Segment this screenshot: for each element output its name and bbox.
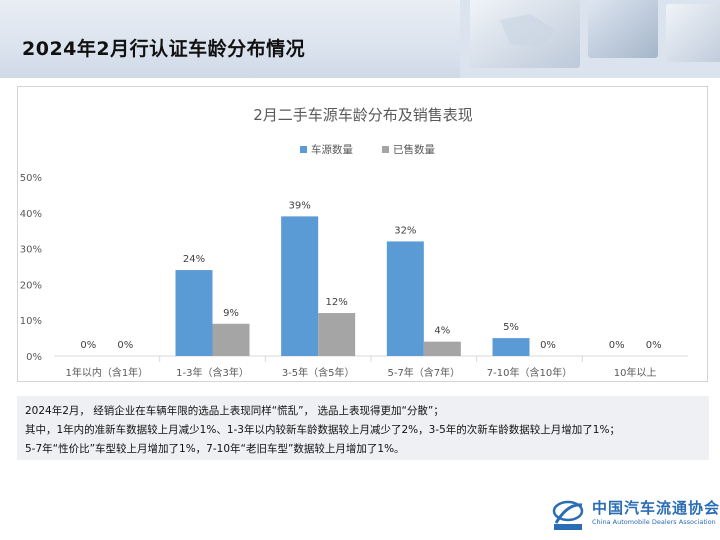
page-title: 2024年2月行认证车龄分布情况 <box>22 38 306 60</box>
legend-label-series-1: 车源数量 <box>311 143 353 156</box>
x-category-label: 5-7年（含7年） <box>387 366 460 379</box>
x-category-label: 7-10年（含10年） <box>487 366 572 379</box>
data-label-series-1: 32% <box>394 225 416 236</box>
bar-series-2 <box>318 313 356 356</box>
data-label-series-1: 24% <box>183 254 205 265</box>
plot-area: 0% 10% 20% 30% 40% 50% 0% 0% 1年以内（含1年） 24% 9% 1-3年（… <box>20 173 688 379</box>
y-tick-label: 50% <box>20 173 42 184</box>
legend: 车源数量 已售数量 <box>300 143 435 156</box>
y-tick-label: 0% <box>26 352 42 363</box>
logo-name-en: China Automobile Dealers Association <box>592 518 716 526</box>
note-line-2: 其中，1年内的准新车数据较上月减少1%、1-3年以内较新车龄数据较上月减少了2%… <box>25 424 620 436</box>
association-logo: 中国汽车流通协会 China Automobile Dealers Associ… <box>548 493 720 533</box>
y-tick-label: 20% <box>20 280 42 291</box>
note-line-1: 2024年2月， 经销企业在车辆年限的选品上表现同样“慌乱”， 选品上表现得更加… <box>25 405 444 417</box>
bar-series-1 <box>492 338 530 356</box>
data-label-series-1: 0% <box>609 340 625 351</box>
header-banner <box>0 0 720 78</box>
legend-swatch-series-2 <box>382 146 389 153</box>
y-tick-label: 40% <box>20 209 42 220</box>
data-label-series-2: 12% <box>326 297 348 308</box>
chart-container: 2月二手车源车龄分布及销售表现 车源数量 已售数量 0% 10% 20% 30% 40%… <box>17 86 708 382</box>
x-category-label: 3-5年（含5年） <box>282 366 355 379</box>
data-label-series-1: 5% <box>503 322 519 333</box>
chart-title: 2月二手车源车龄分布及销售表现 <box>253 106 473 124</box>
data-label-series-2: 4% <box>434 326 450 337</box>
data-label-series-2: 0% <box>117 340 133 351</box>
y-tick-label: 30% <box>20 245 42 256</box>
header-cubes-decoration <box>460 0 720 78</box>
bar-series-1 <box>386 241 424 356</box>
association-emblem-icon <box>552 500 584 530</box>
bar-series-1 <box>175 270 213 356</box>
bar-series-1 <box>281 216 319 356</box>
data-label-series-1: 39% <box>289 200 311 211</box>
bar-series-2 <box>212 323 250 356</box>
data-label-series-2: 0% <box>646 340 662 351</box>
data-label-series-2: 0% <box>540 340 556 351</box>
legend-label-series-2: 已售数量 <box>393 143 435 156</box>
bar-chart: 2月二手车源车龄分布及销售表现 车源数量 已售数量 0% 10% 20% 30% 40%… <box>20 106 688 379</box>
x-category-label: 1-3年（含3年） <box>176 366 249 379</box>
legend-swatch-series-1 <box>300 146 307 153</box>
note-line-3: 5-7年“性价比”车型较上月增加了1%，7-10年“老旧车型”数据较上月增加了1… <box>25 443 405 455</box>
x-category-label: 1年以内（含1年） <box>65 366 148 379</box>
summary-notes: 2024年2月， 经销企业在车辆年限的选品上表现同样“慌乱”， 选品上表现得更加… <box>17 396 709 460</box>
logo-name-cn: 中国汽车流通协会 <box>592 499 720 517</box>
bar-series-2 <box>423 341 461 356</box>
x-category-label: 10年以上 <box>614 366 657 379</box>
data-label-series-1: 0% <box>80 340 96 351</box>
data-label-series-2: 9% <box>223 308 239 319</box>
y-tick-label: 10% <box>20 316 42 327</box>
